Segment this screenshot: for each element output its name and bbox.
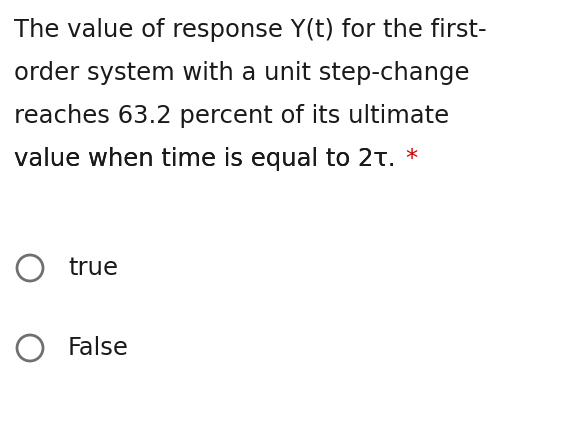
Text: *: * [405,147,418,171]
Text: The value of response Y(t) for the first-: The value of response Y(t) for the first… [14,18,487,42]
Text: true: true [68,256,118,280]
Text: value when time is equal to 2τ.: value when time is equal to 2τ. [14,147,404,171]
Text: value when time is equal to 2τ.: value when time is equal to 2τ. [14,147,404,171]
Text: reaches 63.2 percent of its ultimate: reaches 63.2 percent of its ultimate [14,104,449,128]
Text: False: False [68,336,129,360]
Text: order system with a unit step-change: order system with a unit step-change [14,61,470,85]
